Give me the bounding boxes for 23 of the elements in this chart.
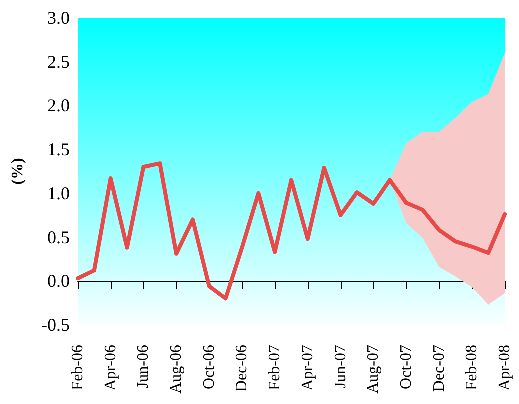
x-tick-label: Apr-06 <box>102 345 120 391</box>
x-tick-label: Dec-06 <box>234 345 251 392</box>
x-tick-label: Jun-06 <box>135 345 152 389</box>
x-tick-label: Oct-06 <box>200 345 218 390</box>
y-tick-label: 1.5 <box>48 140 70 160</box>
x-tick-label: Apr-07 <box>299 345 316 391</box>
x-tick-label: Feb-06 <box>70 345 86 390</box>
x-tick-label: Feb-08 <box>464 345 481 390</box>
x-tick-label: Aug-07 <box>365 345 382 394</box>
x-tick-label: Dec-07 <box>430 345 448 392</box>
y-tick-label: 2.0 <box>48 96 70 116</box>
y-tick-label: -0.5 <box>42 315 70 335</box>
x-tick-label: Oct-07 <box>398 345 415 390</box>
y-axis-title: (%) <box>10 158 26 185</box>
x-tick-label: Jun-07 <box>332 345 350 389</box>
y-tick-label: 1.0 <box>48 183 70 204</box>
y-tick-label: 0.0 <box>48 271 70 292</box>
x-tick-label: Aug-06 <box>168 345 186 394</box>
x-tick-label: Apr-08 <box>496 345 514 391</box>
y-tick-label: 3.0 <box>48 8 70 28</box>
x-tick-label: Feb-07 <box>266 345 284 390</box>
y-tick-label: 0.5 <box>48 227 70 248</box>
y-tick-label: 2.5 <box>48 52 70 72</box>
